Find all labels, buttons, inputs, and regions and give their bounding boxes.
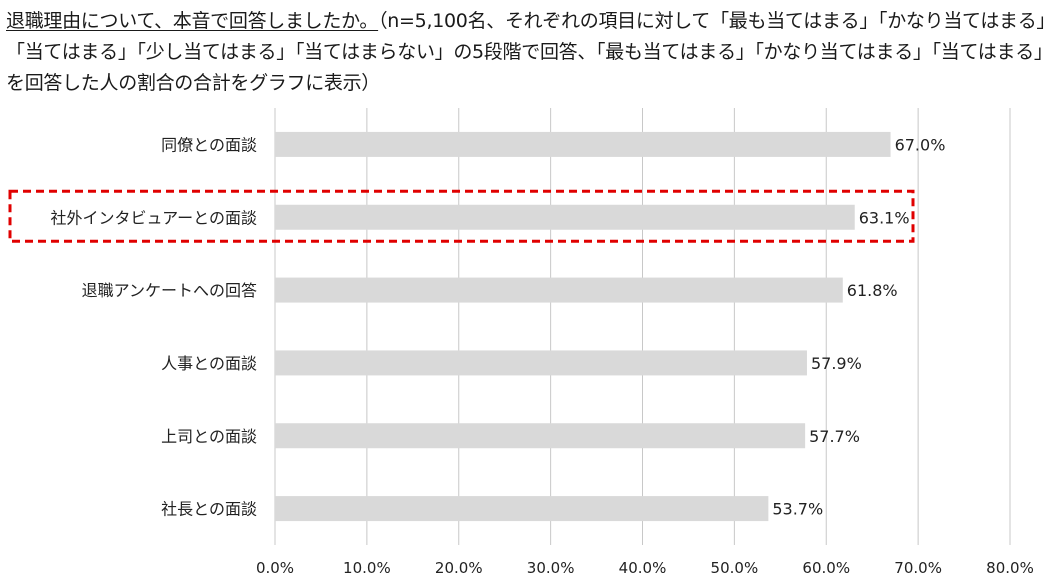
- value-label: 67.0%: [895, 135, 946, 154]
- bars: [275, 131, 891, 522]
- x-tick-labels: 0.0% 10.0% 20.0% 30.0% 40.0% 50.0% 60.0% 70.0% 8…: [256, 559, 1034, 577]
- x-tick-label: 0.0%: [256, 559, 294, 577]
- highlight-dashed-border: [8, 189, 915, 243]
- highlight-box: [8, 189, 915, 243]
- bar: [275, 423, 806, 449]
- x-tick-label: 40.0%: [619, 559, 667, 577]
- value-label: 61.8%: [847, 281, 898, 300]
- value-label: 53.7%: [772, 500, 823, 519]
- value-label: 57.7%: [809, 427, 860, 446]
- category-label: 上司との面談: [161, 427, 257, 446]
- bar: [275, 350, 807, 376]
- x-tick-label: 20.0%: [435, 559, 483, 577]
- category-label: 社外インタビュアーとの面談: [50, 208, 257, 227]
- value-labels: 67.0% 63.1% 61.8% 57.9% 57.7% 53.7%: [772, 135, 945, 518]
- value-label: 57.9%: [811, 354, 862, 373]
- bar: [275, 204, 855, 230]
- x-tick-label: 10.0%: [343, 559, 391, 577]
- bar: [275, 277, 843, 303]
- chart-title: 退職理由について、本音で回答しましたか。（n=5,100名、それぞれの項目に対し…: [6, 6, 1058, 99]
- category-labels: 同僚との面談社外インタビュアーとの面談退職アンケートへの回答人事との面談上司との…: [50, 135, 257, 518]
- bar: [275, 131, 891, 157]
- value-label: 63.1%: [859, 208, 910, 227]
- category-label: 人事との面談: [161, 354, 257, 373]
- x-tick-label: 80.0%: [986, 559, 1034, 577]
- category-label: 同僚との面談: [161, 135, 257, 154]
- x-tick-label: 30.0%: [527, 559, 575, 577]
- category-label: 退職アンケートへの回答: [82, 281, 257, 300]
- x-tick-label: 60.0%: [802, 559, 850, 577]
- category-label: 社長との面談: [161, 500, 257, 519]
- chart-title-note: （n=5,100名、それぞれの項目に対して「最も当てはまる」「かなり当てはまる」…: [6, 10, 1056, 94]
- chart-title-question: 退職理由について、本音で回答しましたか。: [6, 10, 379, 32]
- bar: [275, 496, 769, 522]
- x-tick-label: 70.0%: [894, 559, 942, 577]
- gridlines: [274, 108, 1011, 545]
- x-tick-label: 50.0%: [711, 559, 759, 577]
